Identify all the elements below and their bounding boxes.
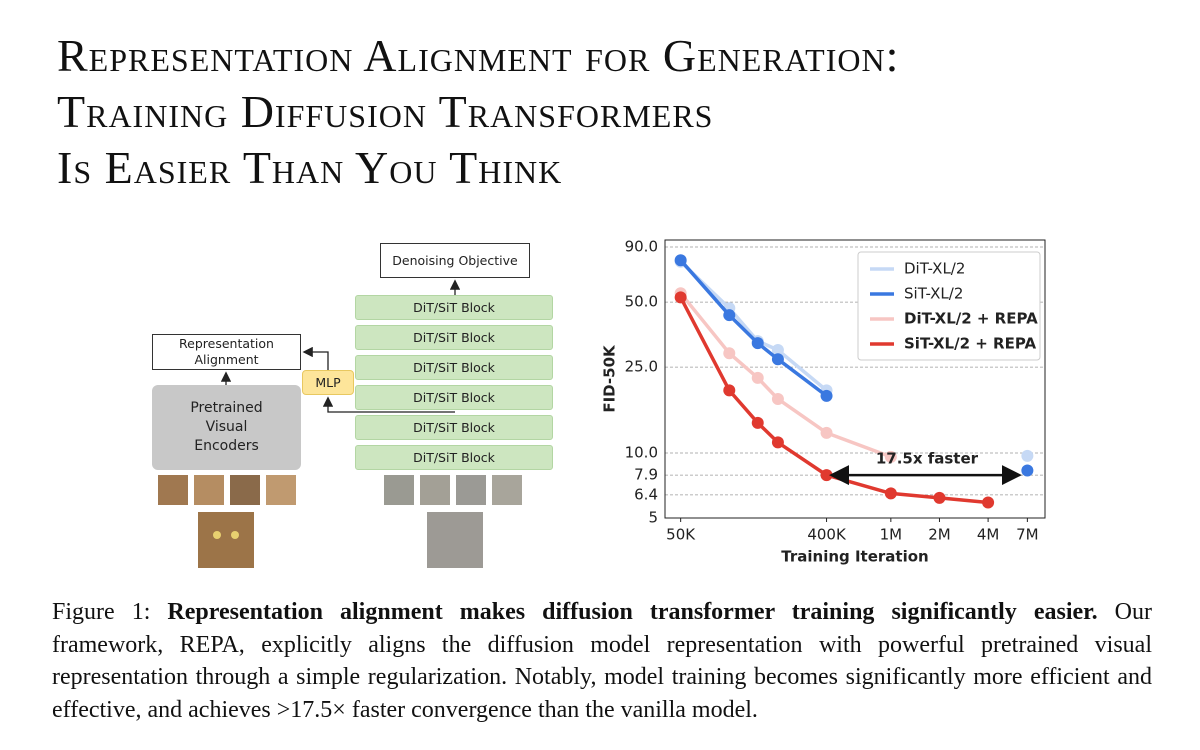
noisy-image [420,475,450,505]
cat-image [194,475,224,505]
caption: Figure 1: Representation alignment makes… [52,596,1152,726]
x-axis-label: Training Iteration [781,548,928,566]
legend-label: DiT-XL/2 [904,260,965,278]
cat-eye [231,531,239,539]
point [1021,464,1034,477]
alignment-box: Representation Alignment [152,334,301,370]
legend-label: SiT-XL/2 + REPA [904,335,1036,353]
x-tick-label: 1M [880,526,903,544]
point [820,389,833,402]
objective-box: Denoising Objective [380,243,530,278]
y-tick-label: 50.0 [625,293,658,311]
title-line: Representation Alignment for Generation: [57,30,900,81]
point [933,491,946,504]
cat-eye [213,531,221,539]
point [771,436,784,449]
x-tick-label: 50K [666,526,696,544]
point [982,496,995,509]
noisy-image [492,475,522,505]
arrow [322,396,455,413]
point [771,353,784,366]
point [820,469,833,482]
point [1021,449,1034,462]
y-tick-label: 5 [648,509,658,527]
y-tick-label: 10.0 [625,444,658,462]
title-line: Training Diffusion Transformers [57,86,714,137]
cat-image [158,475,188,505]
point [723,309,736,322]
y-tick-label: 6.4 [634,485,658,503]
diagram-arrows [220,279,461,413]
images [158,475,522,568]
x-tick-label: 2M [928,526,951,544]
cat-image [266,475,296,505]
legend-box [857,251,1041,361]
point [884,450,897,463]
point [751,337,764,350]
y-tick-label: 90.0 [625,238,658,256]
x-tick-label: 400K [807,526,847,544]
caption-text: Our framework, REPA, explicitly aligns t… [52,599,1152,723]
x-tick-label: 7M [1016,526,1039,544]
point [771,392,784,405]
caption-bold: Representation alignment makes diffusion… [167,599,1098,625]
block: DiT/SiT Block [355,445,553,470]
noisy-image [384,475,414,505]
point [723,347,736,360]
caption-label: Figure 1: [52,599,151,625]
block: DiT/SiT Block [355,295,553,320]
point [751,371,764,384]
point [674,291,687,304]
y-tick-label: 25.0 [625,358,658,376]
mlp-box: MLP [302,370,354,395]
noisy-image [427,512,483,568]
point [884,487,897,500]
noisy-image [456,475,486,505]
point [674,254,687,267]
point [771,344,784,357]
cat-image [230,475,260,505]
legend-label: SiT-XL/2 [904,285,963,303]
block: DiT/SiT Block [355,355,553,380]
cat-image [198,512,254,568]
block: DiT/SiT Block [355,385,553,410]
legend-label: DiT-XL/2 + REPA [904,310,1038,328]
series-line [679,296,989,505]
point [751,416,764,429]
block: DiT/SiT Block [355,415,553,440]
plot-frame [664,239,1046,519]
point [723,384,736,397]
y-axis-label: FID-50K [601,344,619,413]
x-tick-label: 4M [977,526,1000,544]
annotation: 17.5x faster [876,450,979,468]
point [820,426,833,439]
encoder-box: Pretrained Visual Encoders [152,385,301,470]
y-tick-label: 7.9 [634,466,658,484]
block: DiT/SiT Block [355,325,553,350]
title-line: Is Easier Than You Think [57,142,563,193]
paper-title: Representation Alignment for Generation:… [57,28,899,196]
series-line [679,292,892,459]
arrow [302,346,329,370]
